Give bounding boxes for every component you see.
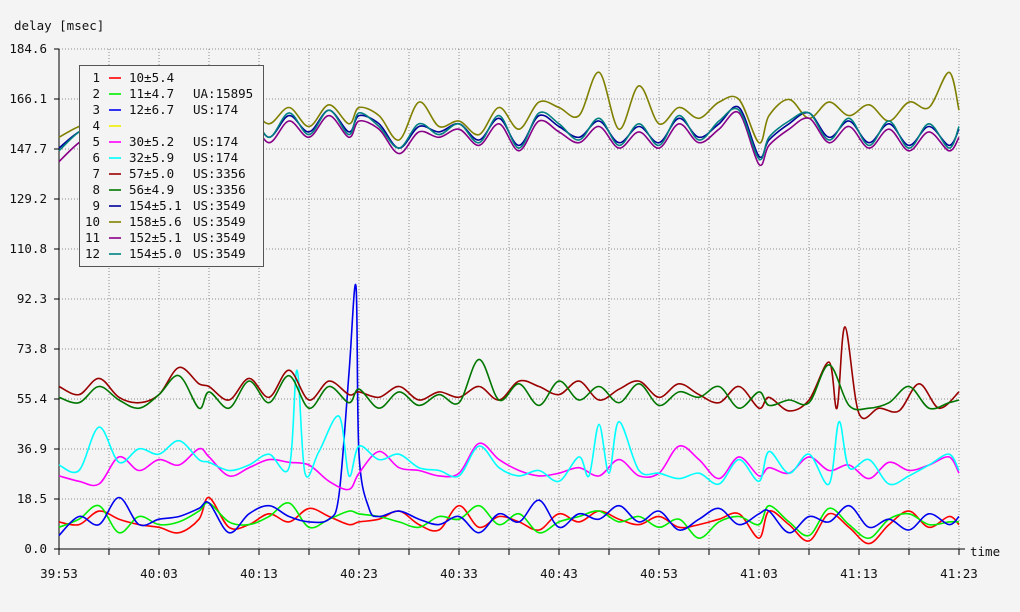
legend-id: 1: [92, 70, 100, 85]
legend-origin: US:3549: [193, 198, 246, 213]
legend-origin: US:174: [193, 150, 238, 165]
y-tick-label: 184.6: [9, 41, 47, 56]
legend-origin: US:3549: [193, 230, 246, 245]
legend-stat: 158±5.6: [129, 214, 182, 229]
legend-stat: 12±6.7: [129, 102, 174, 117]
legend-id: 8: [92, 182, 100, 197]
legend-id: 9: [92, 198, 100, 213]
y-tick-label: 55.4: [17, 391, 47, 406]
legend-origin: US:3356: [193, 166, 246, 181]
legend-id: 11: [85, 230, 100, 245]
series-line-5: [58, 442, 960, 491]
legend: 1 10±5.4 2 11±4.7 UA:15895 3 12±6.7 US:174 45 30±…: [79, 65, 264, 267]
legend-origin: US:3549: [193, 246, 246, 261]
legend-stat: 152±5.1: [129, 230, 182, 245]
legend-stat: 10±5.4: [129, 70, 174, 85]
x-tick-label: 40:33: [440, 566, 478, 581]
y-tick-label: 18.5: [17, 491, 47, 506]
legend-id: 6: [92, 150, 100, 165]
legend-box: [79, 65, 264, 267]
legend-id: 2: [92, 86, 100, 101]
legend-origin: UA:15895: [193, 86, 253, 101]
y-tick-label: 0.0: [24, 541, 47, 556]
legend-stat: 30±5.2: [129, 134, 174, 149]
legend-origin: US:3356: [193, 182, 246, 197]
legend-stat: 32±5.9: [129, 150, 174, 165]
y-tick-label: 147.7: [9, 141, 47, 156]
legend-id: 5: [92, 134, 100, 149]
y-tick-label: 73.8: [17, 341, 47, 356]
y-tick-label: 129.2: [9, 191, 47, 206]
x-tick-label: 39:53: [40, 566, 78, 581]
legend-stat: 154±5.0: [129, 246, 182, 261]
legend-id: 10: [85, 214, 100, 229]
legend-stat: 11±4.7: [129, 86, 174, 101]
y-tick-label: 166.1: [9, 91, 47, 106]
x-tick-label: 40:43: [540, 566, 578, 581]
x-tick-label: 40:03: [140, 566, 178, 581]
y-tick-label: 110.8: [9, 241, 47, 256]
legend-id: 4: [92, 118, 100, 133]
legend-id: 3: [92, 102, 100, 117]
series-line-6: [58, 369, 960, 486]
x-axis-label: time: [970, 544, 1000, 559]
legend-stat: 57±5.0: [129, 166, 174, 181]
legend-id: 12: [85, 246, 100, 261]
y-tick-label: 36.9: [17, 441, 47, 456]
x-tick-label: 41:23: [940, 566, 978, 581]
x-tick-label: 40:13: [240, 566, 278, 581]
series-line-7: [58, 326, 960, 420]
series-line-8: [58, 358, 960, 411]
x-tick-label: 41:03: [740, 566, 778, 581]
series-line-3: [58, 283, 960, 537]
legend-id: 7: [92, 166, 100, 181]
legend-stat: 154±5.1: [129, 198, 182, 213]
x-tick-label: 40:53: [640, 566, 678, 581]
y-axis-label: delay [msec]: [14, 18, 104, 33]
x-tick-label: 41:13: [840, 566, 878, 581]
legend-origin: US:3549: [193, 214, 246, 229]
axes: 0.018.536.955.473.892.3110.8129.2147.716…: [9, 41, 977, 581]
legend-origin: US:174: [193, 134, 238, 149]
legend-stat: 56±4.9: [129, 182, 174, 197]
y-tick-label: 92.3: [17, 291, 47, 306]
x-tick-label: 40:23: [340, 566, 378, 581]
legend-origin: US:174: [193, 102, 238, 117]
